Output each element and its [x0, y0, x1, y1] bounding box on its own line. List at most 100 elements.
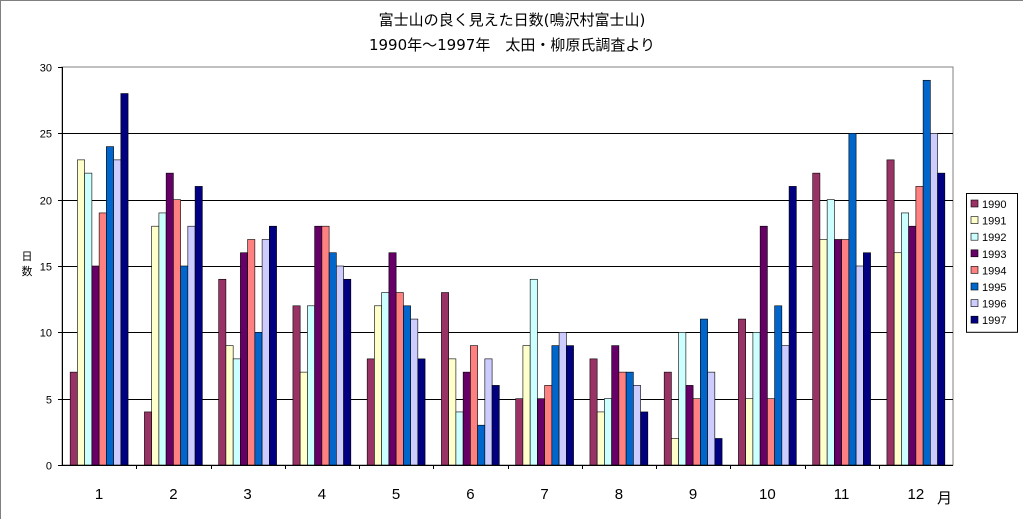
bar-1991-4	[299, 371, 308, 466]
bar-1990-12	[886, 159, 895, 466]
bar-1993-9	[685, 385, 694, 466]
bar-1996-7	[558, 332, 567, 466]
bar-1996-9	[707, 371, 716, 466]
legend-swatch-1996	[970, 299, 979, 307]
bar-1997-9	[714, 438, 723, 466]
bar-1992-6	[455, 411, 464, 466]
legend-label-1992: 1992	[982, 232, 1006, 244]
bar-1992-5	[381, 292, 390, 466]
bar-1992-8	[604, 398, 612, 466]
x-tick-label: 11	[834, 486, 850, 503]
y-tick-label: 25	[40, 129, 52, 141]
chart-subtitle: 1990年～1997年 太田・柳原氏調査より	[368, 36, 656, 54]
legend-label-1997: 1997	[982, 315, 1006, 327]
bar-1996-12	[930, 133, 938, 466]
bar-1992-9	[678, 332, 687, 466]
bar-1995-1	[106, 146, 114, 466]
bar-1994-11	[841, 239, 850, 466]
bar-1990-6	[441, 292, 449, 466]
bar-1997-4	[343, 278, 352, 466]
bar-1991-3	[225, 345, 234, 466]
bar-1991-8	[596, 411, 605, 466]
bars	[69, 79, 946, 466]
bar-1992-12	[901, 212, 909, 466]
bar-1993-10	[759, 225, 768, 466]
y-axis-label: 日数	[22, 250, 33, 278]
bar-1996-3	[261, 239, 270, 466]
bar-1996-1	[113, 159, 122, 466]
bar-1992-3	[232, 358, 241, 466]
bar-1997-3	[269, 225, 277, 466]
bar-1990-4	[292, 305, 301, 466]
bar-1997-2	[194, 186, 203, 466]
bar-1995-6	[477, 424, 486, 466]
bar-1992-7	[529, 278, 538, 466]
bar-1991-12	[893, 252, 902, 466]
x-tick-label: 2	[169, 486, 177, 503]
bar-1997-8	[640, 411, 649, 466]
bar-1995-12	[922, 79, 931, 466]
legend-box	[966, 193, 1018, 333]
legend-swatch-1997	[970, 315, 979, 324]
x-tick-label: 1	[95, 486, 103, 503]
bar-1991-6	[448, 358, 457, 466]
x-tick-label: 10	[759, 486, 776, 503]
bar-1994-9	[692, 398, 701, 466]
bar-1992-1	[84, 172, 93, 466]
bar-1993-12	[908, 225, 917, 466]
y-tick-label: 5	[46, 395, 52, 407]
chart-title: 富士山の良く見えた日数(鳴沢村富士山)	[378, 11, 646, 29]
legend-swatch-1993	[970, 249, 979, 258]
x-tick-label: 9	[689, 486, 697, 503]
bar-1996-6	[484, 358, 493, 466]
legend-label-1991: 1991	[982, 216, 1006, 228]
bar-1990-7	[515, 398, 524, 466]
bar-1991-7	[522, 345, 531, 466]
bar-1993-8	[611, 345, 620, 466]
x-tick-label: 3	[243, 486, 251, 503]
bar-1992-4	[307, 305, 315, 466]
bar-1996-4	[336, 265, 344, 466]
x-tick-label: 12	[908, 486, 925, 503]
bar-1997-6	[491, 385, 500, 466]
x-tick-label: 8	[615, 486, 623, 503]
bar-1994-3	[247, 239, 256, 466]
y-tick-label: 0	[46, 461, 52, 473]
legend: 1990 1991 1992 1993 1994 1995 1996 1997	[966, 193, 1018, 333]
bar-1992-10	[752, 332, 761, 466]
y-tick-label: 15	[40, 262, 52, 274]
legend-swatch-1994	[970, 266, 979, 274]
x-axis-unit: 月	[937, 489, 952, 507]
bar-1993-2	[165, 172, 174, 466]
bar-1997-5	[417, 358, 426, 466]
bar-1997-7	[566, 345, 574, 466]
bar-1991-11	[819, 239, 828, 466]
bar-1994-5	[395, 292, 404, 466]
bar-1996-11	[855, 265, 864, 466]
bar-1994-2	[173, 199, 181, 466]
bar-1996-8	[633, 385, 641, 466]
bar-1990-5	[366, 358, 375, 466]
bar-1991-2	[151, 225, 160, 466]
legend-swatch-1990	[970, 199, 979, 208]
bar-1994-12	[915, 186, 924, 466]
gridlines	[61, 66, 954, 466]
bar-1995-10	[774, 305, 783, 466]
bar-1992-2	[158, 212, 167, 466]
y-tick-label: 20	[40, 196, 52, 208]
bar-1991-5	[374, 305, 382, 466]
bar-1996-2	[187, 225, 196, 466]
bar-1997-10	[788, 186, 797, 466]
bar-1997-1	[120, 93, 129, 466]
bar-1993-6	[462, 371, 471, 466]
x-tick-label: 5	[392, 486, 400, 503]
y-tick-label: 10	[40, 328, 52, 340]
bar-1994-10	[767, 398, 775, 466]
bar-1990-11	[812, 172, 821, 466]
bar-1995-8	[625, 371, 634, 466]
legend-swatch-1995	[970, 282, 979, 291]
bar-1992-11	[826, 199, 835, 466]
bar-1995-9	[700, 318, 708, 466]
legend-swatch-1992	[970, 232, 979, 241]
